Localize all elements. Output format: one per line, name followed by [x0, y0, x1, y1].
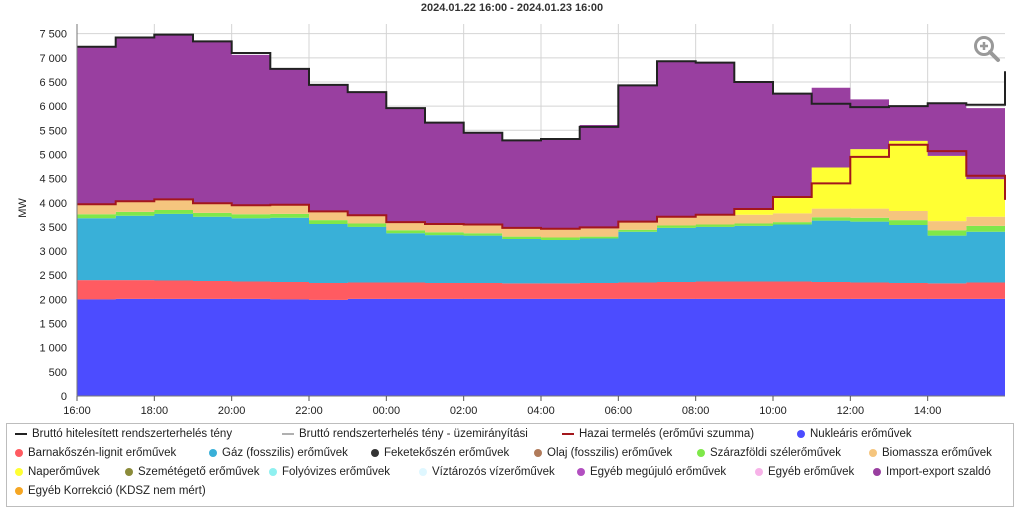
x-tick-label: 02:00: [450, 405, 478, 417]
zoom-in-icon[interactable]: [972, 34, 1002, 64]
legend-symbol: [697, 449, 705, 457]
legend-label: Olaj (fosszilis) erőművek: [547, 447, 673, 459]
legend-item[interactable]: Bruttó rendszerterhelés tény - üzemirány…: [282, 428, 528, 440]
legend-label: Nukleáris erőművek: [810, 428, 912, 440]
legend-symbol: [15, 433, 27, 435]
legend-symbol: [534, 449, 542, 457]
legend-label: Bruttó hitelesített rendszerterhelés tén…: [32, 428, 233, 440]
legend-item[interactable]: Import-export szaldó: [873, 466, 991, 478]
legend-label: Barnakőszén-lignit erőművek: [28, 447, 177, 459]
legend-symbol: [269, 468, 277, 476]
legend-item[interactable]: Barnakőszén-lignit erőművek: [15, 447, 176, 459]
legend-symbol: [15, 449, 23, 457]
y-tick-label: 2 500: [39, 270, 67, 282]
x-axis-ticks: 16:00 18:00 20:00 22:00 00:00 02:00 04:00 06:00…: [63, 396, 941, 417]
legend-item[interactable]: Egyéb erőművek: [755, 466, 854, 478]
line-hazai-termel-s-er-m-vi-szumma-: [77, 143, 1006, 230]
legend-label: Folyóvizes erőművek: [282, 466, 391, 478]
y-tick-label: 3 500: [39, 222, 67, 234]
legend-label: Biomassza erőművek: [882, 447, 992, 459]
x-tick-label: 16:00: [63, 405, 91, 417]
legend-item[interactable]: Szemétégető erőművek: [125, 466, 259, 478]
x-tick-label: 04:00: [527, 405, 555, 417]
legend-item[interactable]: Feketekőszén erőművek: [371, 447, 509, 459]
x-tick-label: 00:00: [373, 405, 401, 417]
legend-symbol: [15, 468, 23, 476]
legend-label: Hazai termelés (erőművi szumma): [579, 428, 755, 440]
legend-symbol: [282, 433, 294, 435]
x-tick-label: 22:00: [295, 405, 323, 417]
legend-item[interactable]: Bruttó hitelesített rendszerterhelés tén…: [15, 428, 232, 440]
legend-label: Egyéb Korrekció (KDSZ nem mért): [28, 485, 206, 497]
y-tick-label: 6 500: [39, 77, 67, 89]
legend-item[interactable]: Nukleáris erőművek: [797, 428, 912, 440]
legend-label: Víztározós vízerőművek: [432, 466, 555, 478]
legend-label: Bruttó rendszerterhelés tény - üzemirány…: [299, 428, 528, 440]
legend-symbol: [869, 449, 877, 457]
legend-item[interactable]: Folyóvizes erőművek: [269, 466, 390, 478]
legend-symbol: [125, 468, 133, 476]
legend-item[interactable]: Gáz (fosszilis) erőművek: [209, 447, 348, 459]
x-tick-label: 14:00: [914, 405, 942, 417]
chart-title: 2024.01.22 16:00 - 2024.01.23 16:00: [421, 2, 603, 14]
legend-item[interactable]: Egyéb Korrekció (KDSZ nem mért): [15, 485, 206, 497]
legend-label: Import-export szaldó: [886, 466, 991, 478]
y-axis-ticks: 0 500 1 000 1 500 2 000 2 500 3 000 3 500 4 000 4…: [39, 29, 67, 403]
x-tick-label: 10:00: [759, 405, 787, 417]
legend-label: Feketekőszén erőművek: [384, 447, 510, 459]
legend-item[interactable]: Szárazföldi szélerőművek: [697, 447, 841, 459]
y-tick-label: 4 500: [39, 174, 67, 186]
y-tick-label: 0: [61, 391, 67, 403]
area-nukle-ris-er-m-vek: [77, 298, 1005, 396]
x-tick-label: 12:00: [837, 405, 865, 417]
y-tick-label: 500: [49, 367, 67, 379]
y-tick-label: 1 500: [39, 319, 67, 331]
legend-symbol: [797, 430, 805, 438]
y-tick-label: 5 000: [39, 149, 67, 161]
chart-area: 2024.01.22 16:00 - 2024.01.23 16:00 0 500…: [17, 2, 1006, 417]
legend-label: Egyéb megújuló erőművek: [590, 466, 727, 478]
legend-symbol: [15, 487, 23, 495]
legend-item[interactable]: Naperőművek: [15, 466, 100, 478]
x-tick-label: 20:00: [218, 405, 246, 417]
legend-symbol: [371, 449, 379, 457]
legend-symbol: [562, 433, 574, 435]
legend-label: Szemétégető erőművek: [138, 466, 260, 478]
x-tick-label: 06:00: [605, 405, 633, 417]
y-axis-label: MW: [17, 198, 29, 218]
legend-label: Szárazföldi szélerőművek: [710, 447, 842, 459]
y-tick-label: 4 000: [39, 198, 67, 210]
line-brutt-hiteles-tett-rendszerterhel-s-t-ny: [77, 33, 1006, 142]
legend-label: Naperőművek: [28, 466, 100, 478]
legend-symbol: [873, 468, 881, 476]
legend-symbol: [209, 449, 217, 457]
legend-item[interactable]: Víztározós vízerőművek: [419, 466, 555, 478]
legend-item[interactable]: Egyéb megújuló erőművek: [577, 466, 726, 478]
legend-symbol: [755, 468, 763, 476]
legend-item[interactable]: Olaj (fosszilis) erőművek: [534, 447, 672, 459]
x-tick-label: 08:00: [682, 405, 710, 417]
y-tick-label: 5 500: [39, 125, 67, 137]
total-lines: [77, 33, 1006, 230]
legend-item[interactable]: Biomassza erőművek: [869, 447, 992, 459]
y-tick-label: 2 000: [39, 294, 67, 306]
legend-symbol: [577, 468, 585, 476]
area-g-z-fosszilis-er-m-vek: [77, 213, 1005, 284]
legend-label: Gáz (fosszilis) erőművek: [222, 447, 348, 459]
y-tick-label: 1 000: [39, 343, 67, 355]
legend-symbol: [419, 468, 427, 476]
y-tick-label: 6 000: [39, 101, 67, 113]
y-tick-label: 7 000: [39, 53, 67, 65]
y-tick-label: 7 500: [39, 29, 67, 41]
x-tick-label: 18:00: [141, 405, 169, 417]
legend-label: Egyéb erőművek: [768, 466, 855, 478]
y-tick-label: 3 000: [39, 246, 67, 258]
area-barnak-sz-n-lignit-er-m-vek: [77, 280, 1005, 300]
chart-legend: Bruttó hitelesített rendszerterhelés tén…: [6, 423, 1014, 507]
legend-item[interactable]: Hazai termelés (erőművi szumma): [562, 428, 754, 440]
